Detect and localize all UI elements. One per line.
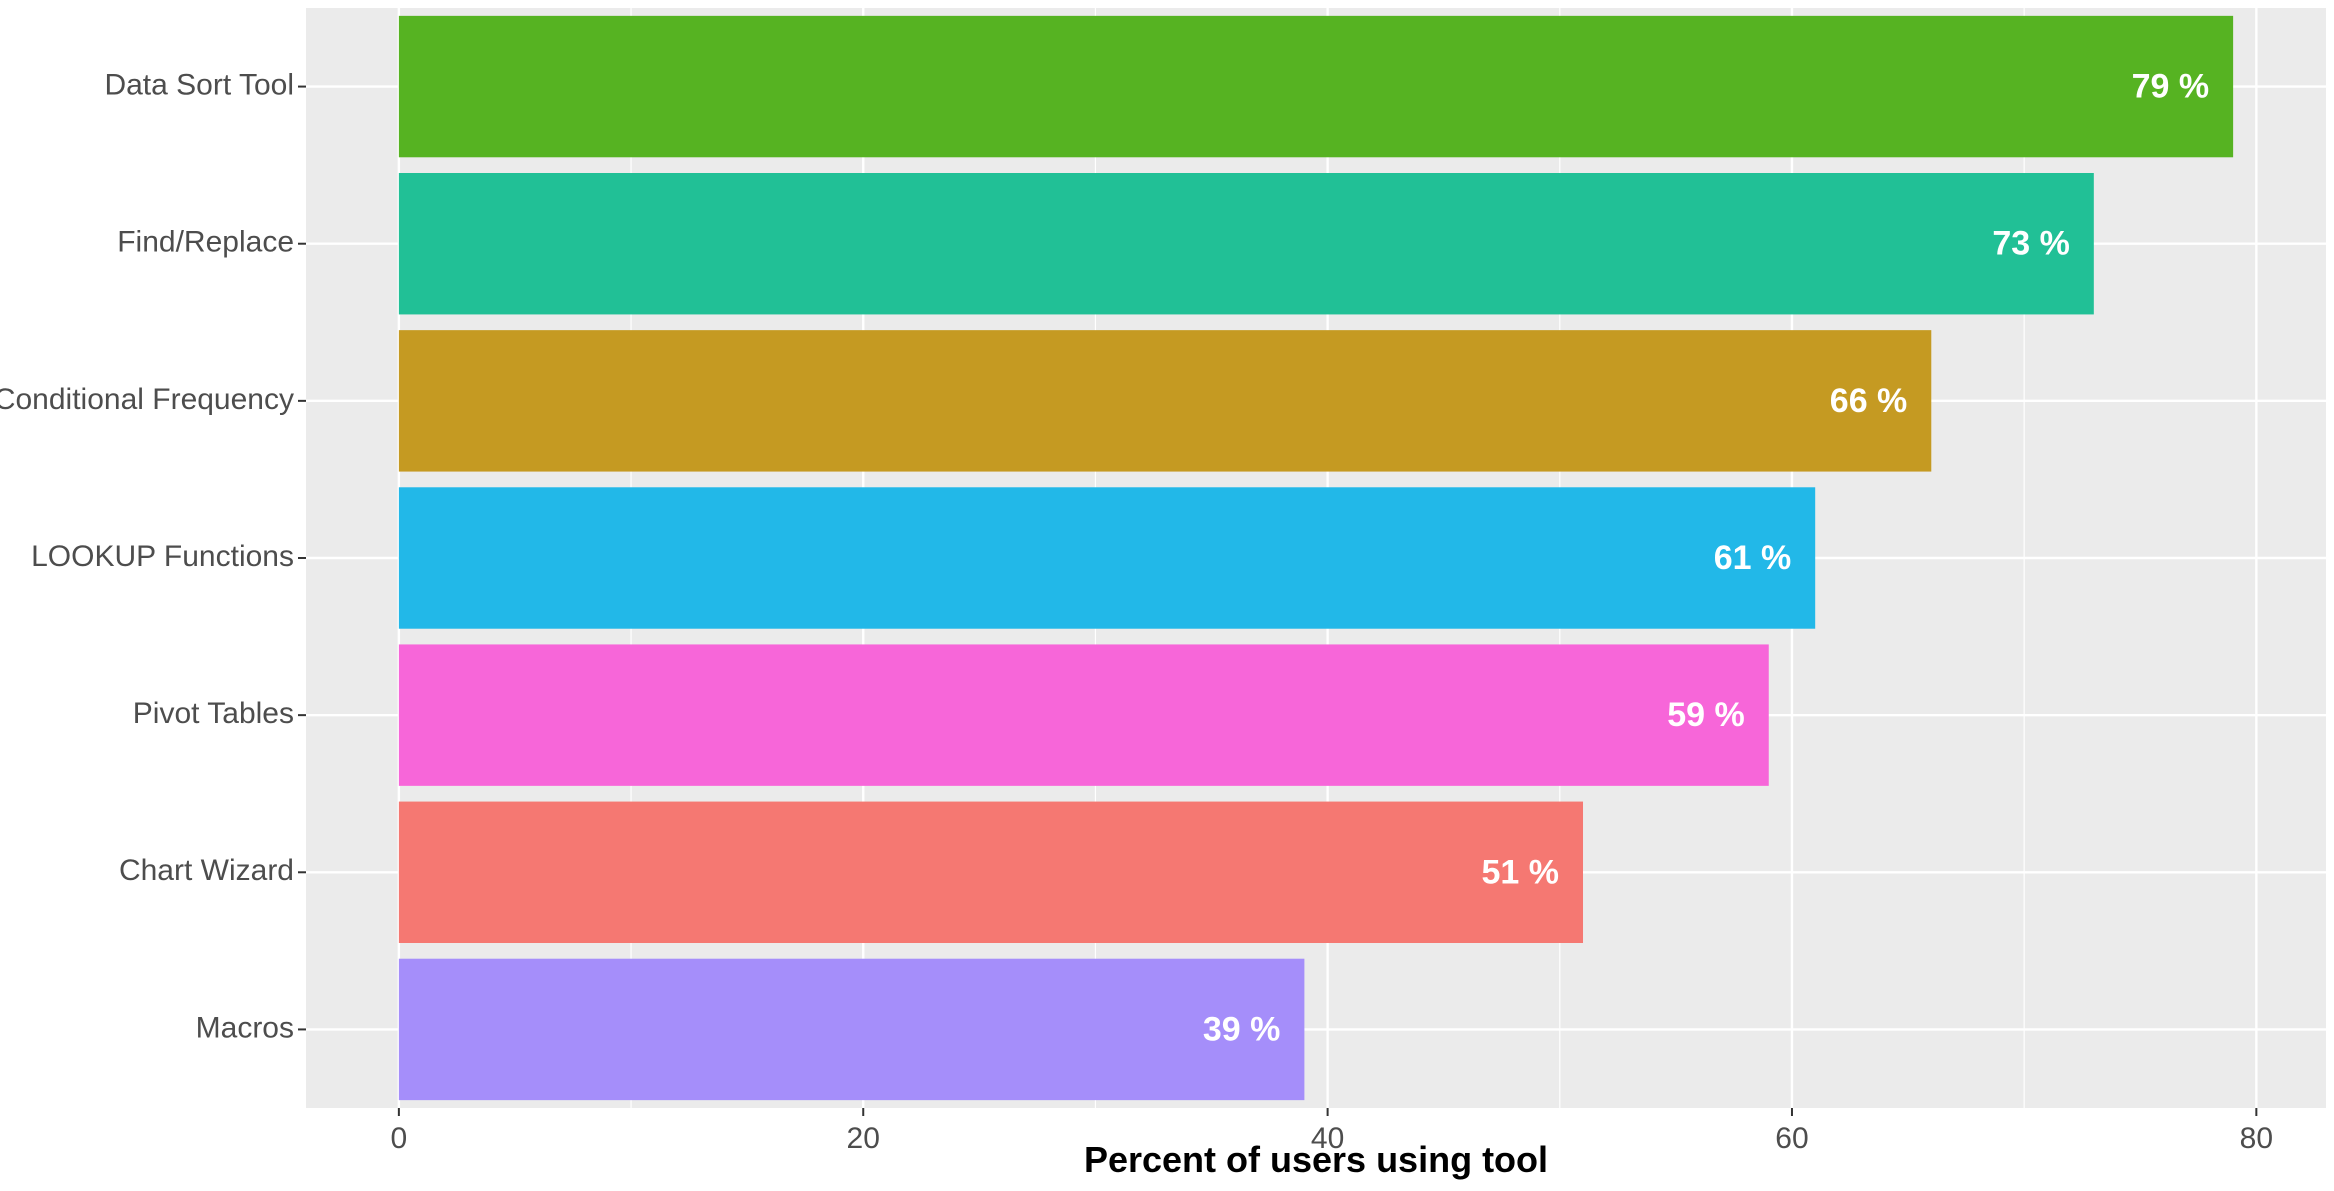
bar-value-label: 66 % xyxy=(1830,382,1908,420)
bar-value-label: 79 % xyxy=(2132,68,2210,106)
x-tick-label: 20 xyxy=(847,1122,880,1155)
bar-value-labels: 79 % 73 % 66 % 61 % 59 % 51 % 39 % xyxy=(1203,68,2209,1049)
bar xyxy=(398,173,2094,315)
x-tick-label: 80 xyxy=(2240,1122,2273,1155)
x-tick-label: 0 xyxy=(391,1122,408,1155)
y-axis: Data Sort Tool Find/Replace Conditional Fr… xyxy=(0,68,306,1044)
x-axis: 0 20 40 60 80 xyxy=(391,1108,2273,1155)
bar xyxy=(398,15,2234,158)
y-category-label: Data Sort Tool xyxy=(104,68,294,101)
x-tick-label: 60 xyxy=(1775,1122,1808,1155)
bar xyxy=(398,958,1305,1101)
bar-value-label: 61 % xyxy=(1714,539,1792,577)
y-category-label: LOOKUP Functions xyxy=(31,540,294,573)
bar-value-label: 59 % xyxy=(1667,696,1745,734)
bar xyxy=(398,801,1584,943)
y-category-label: Conditional Frequency xyxy=(0,383,294,416)
bar xyxy=(398,487,1816,629)
bar xyxy=(398,644,1769,786)
y-category-label: Pivot Tables xyxy=(133,697,294,730)
bar-value-label: 51 % xyxy=(1482,853,1560,891)
y-category-label: Chart Wizard xyxy=(119,854,294,887)
x-axis-title: Percent of users using tool xyxy=(1084,1139,1548,1180)
bars-group xyxy=(398,15,2234,1101)
x-tick-label: 40 xyxy=(1311,1122,1344,1155)
bar-value-label: 73 % xyxy=(1992,225,2070,263)
bar xyxy=(398,330,1932,472)
bar-value-label: 39 % xyxy=(1203,1010,1281,1048)
y-category-label: Find/Replace xyxy=(117,226,294,259)
y-category-label: Macros xyxy=(196,1011,294,1044)
